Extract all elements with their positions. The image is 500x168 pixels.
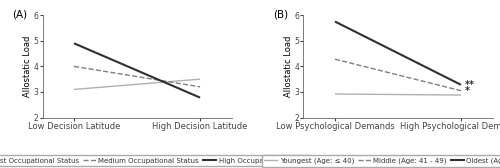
Y-axis label: Allostatic Load: Allostatic Load bbox=[23, 36, 32, 97]
Text: (B): (B) bbox=[273, 10, 288, 20]
Y-axis label: Allostatic Load: Allostatic Load bbox=[284, 36, 293, 97]
Legend: Lowest Occupational Status, Medium Occupational Status, High Occupational Status: Lowest Occupational Status, Medium Occup… bbox=[0, 155, 310, 166]
Text: *: * bbox=[465, 87, 470, 96]
Text: (A): (A) bbox=[12, 10, 28, 20]
Legend: Youngest (Age: ≤ 40), Middle (Age: 41 - 49), Oldest (Age: ≥ 50): Youngest (Age: ≤ 40), Middle (Age: 41 - … bbox=[262, 155, 500, 167]
Text: **: ** bbox=[465, 80, 475, 90]
